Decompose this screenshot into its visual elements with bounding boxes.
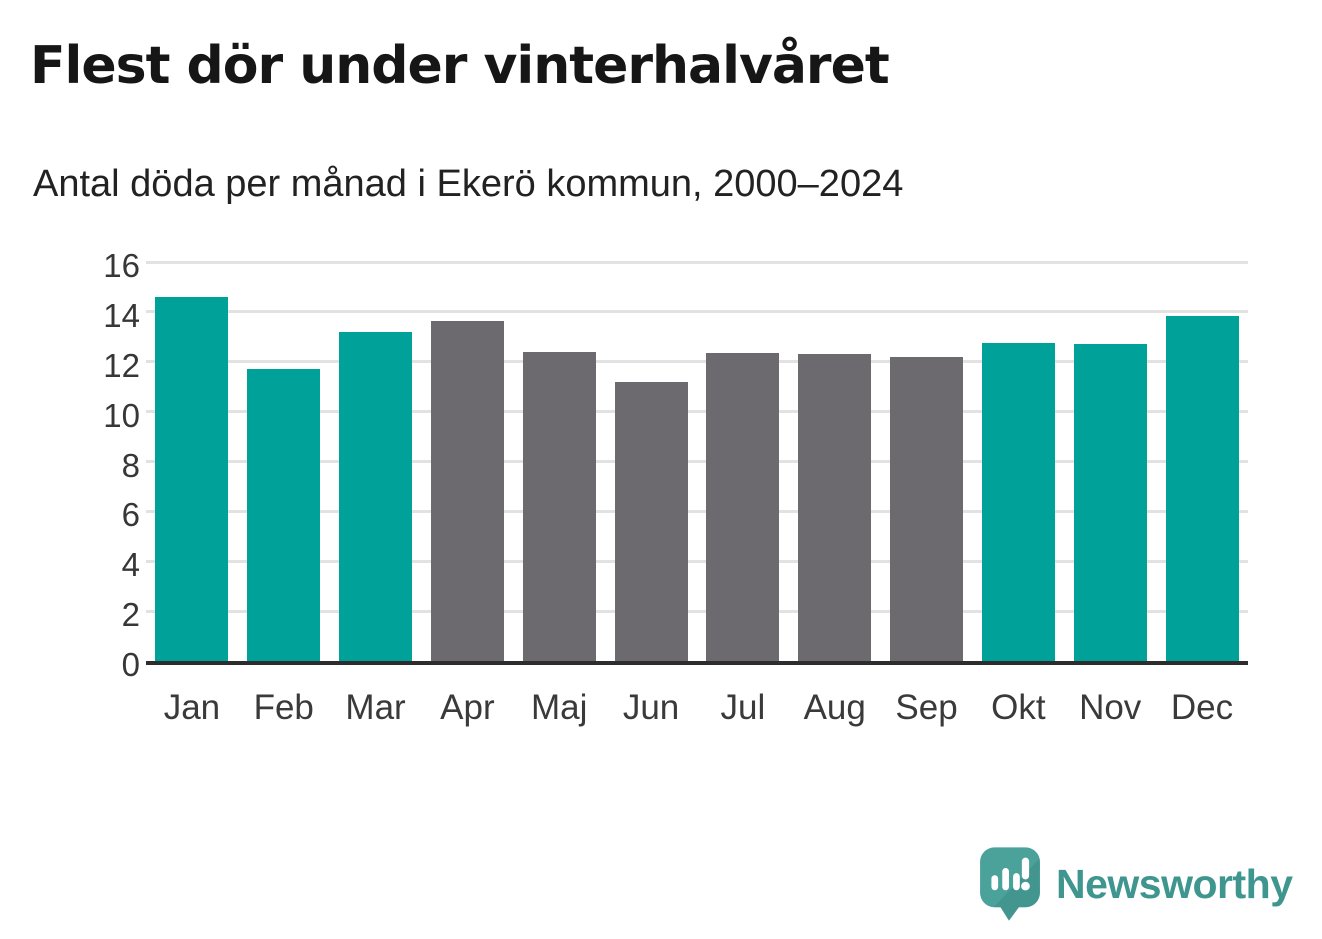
bar-okt <box>981 343 1055 661</box>
gridline <box>146 360 1248 364</box>
gridline <box>146 410 1248 414</box>
bar-apr <box>430 320 504 661</box>
x-tick-label: Maj <box>531 688 588 727</box>
page-title: Flest dör under vinterhalvåret <box>30 36 890 96</box>
bar-mar <box>339 331 413 661</box>
bar-sep <box>890 356 964 661</box>
speech-bubble-shape <box>980 847 1040 921</box>
newsworthy-logo-icon <box>980 847 1040 921</box>
y-tick-label: 2 <box>121 596 140 634</box>
bar-nov <box>1073 344 1147 661</box>
bar-feb <box>247 369 321 661</box>
bar-chart: 0 2 4 6 8 10 12 14 16 Jan Feb Mar Apr Maj Jun Jul Aug Se… <box>0 247 1322 750</box>
y-axis-labels: 0 2 4 6 8 10 12 14 16 <box>0 247 140 710</box>
x-tick-label: Okt <box>991 688 1046 727</box>
x-tick-label: Jan <box>163 688 221 727</box>
gridline <box>146 609 1248 613</box>
brand-name: Newsworthy <box>1056 860 1293 907</box>
bar-jul <box>706 353 780 661</box>
x-tick-label: Mar <box>345 688 406 727</box>
x-tick-label: Aug <box>803 688 866 727</box>
y-tick-label: 0 <box>121 646 140 683</box>
bar-aug <box>798 354 872 661</box>
chart-subtitle: Antal döda per månad i Ekerö kommun, 200… <box>33 163 904 205</box>
x-tick-label: Nov <box>1079 688 1142 727</box>
plot-area <box>146 260 1248 665</box>
x-tick-label: Dec <box>1170 688 1234 727</box>
gridline <box>146 509 1248 513</box>
bar-jan <box>155 296 229 661</box>
y-tick-label: 8 <box>121 446 140 484</box>
brand-footer: Newsworthy <box>978 845 1293 923</box>
y-tick-label: 4 <box>121 546 140 584</box>
gridline <box>146 559 1248 563</box>
bar-maj <box>522 351 596 661</box>
y-tick-label: 14 <box>103 296 140 334</box>
x-tick-label: Jul <box>720 688 766 727</box>
mini-bar-chart-glyph <box>991 857 1030 891</box>
x-tick-label: Feb <box>253 688 314 727</box>
y-tick-label: 16 <box>103 247 140 284</box>
bar-jun <box>614 381 688 661</box>
x-tick-label: Jun <box>622 688 680 727</box>
gridline <box>146 460 1248 463</box>
bar-dec <box>1165 315 1239 661</box>
y-tick-label: 12 <box>103 346 140 384</box>
x-tick-label: Apr <box>440 688 495 727</box>
x-tick-label: Sep <box>895 688 958 727</box>
gridline <box>146 260 1248 264</box>
x-axis-labels: Jan Feb Mar Apr Maj Jun Jul Aug Sep Okt Nov Dec <box>146 688 1248 728</box>
gridline <box>146 310 1248 314</box>
y-tick-label: 10 <box>103 396 140 434</box>
y-tick-label: 6 <box>121 496 140 534</box>
